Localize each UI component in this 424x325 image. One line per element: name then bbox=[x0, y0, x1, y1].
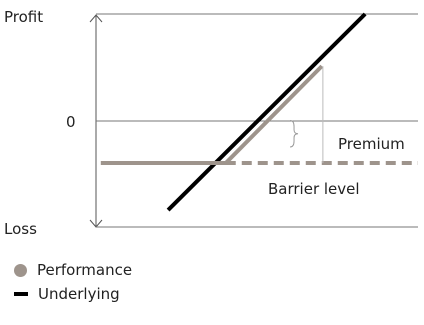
legend-item-underlying: Underlying bbox=[14, 282, 132, 306]
premium-brace bbox=[290, 120, 299, 148]
legend-label-performance: Performance bbox=[37, 261, 133, 279]
axis-label-profit: Profit bbox=[4, 8, 43, 26]
barrier-level-label: Barrier level bbox=[268, 180, 360, 198]
payoff-chart: Profit 0 Loss Premium Barrier level bbox=[4, 8, 418, 238]
axis-label-loss: Loss bbox=[4, 220, 37, 238]
underlying-line bbox=[166, 12, 367, 212]
y-axis-arrow-top bbox=[89, 14, 103, 23]
axis-label-zero: 0 bbox=[66, 113, 76, 131]
performance-swatch bbox=[14, 263, 27, 277]
premium-label: Premium bbox=[338, 135, 405, 153]
legend: Performance Underlying bbox=[14, 258, 132, 306]
performance-line bbox=[100, 64, 324, 166]
underlying-swatch bbox=[14, 292, 28, 296]
legend-item-performance: Performance bbox=[14, 258, 132, 282]
legend-label-underlying: Underlying bbox=[38, 285, 120, 303]
